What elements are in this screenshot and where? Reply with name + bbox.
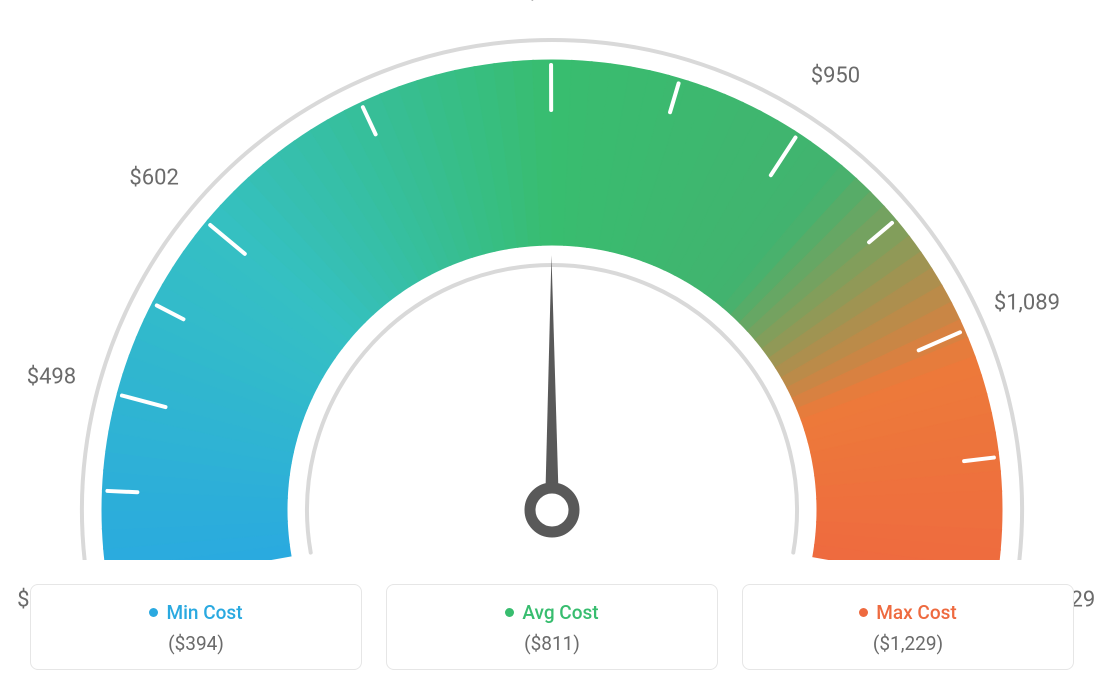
- legend-card-min: Min Cost ($394): [30, 584, 362, 670]
- legend-title-label: Max Cost: [876, 601, 956, 624]
- gauge-tick-label: $602: [129, 166, 178, 191]
- gauge-svg: [0, 0, 1104, 560]
- legend-title-label: Avg Cost: [522, 601, 598, 624]
- gauge-chart: $394$498$602$811$950$1,089$1,229: [0, 0, 1104, 560]
- dot-icon: [505, 608, 514, 617]
- legend-title-max: Max Cost: [859, 601, 956, 624]
- legend-card-avg: Avg Cost ($811): [386, 584, 718, 670]
- legend-value-min: ($394): [41, 632, 351, 655]
- legend-row: Min Cost ($394) Avg Cost ($811) Max Cost…: [30, 584, 1074, 670]
- gauge-tick-label: $950: [811, 64, 860, 89]
- gauge-tick-label: $1,089: [994, 291, 1060, 316]
- dot-icon: [149, 608, 158, 617]
- legend-value-avg: ($811): [397, 632, 707, 655]
- gauge-tick-label: $811: [526, 0, 575, 5]
- legend-value-max: ($1,229): [753, 632, 1063, 655]
- gauge-tick-label: $498: [27, 364, 76, 389]
- legend-card-max: Max Cost ($1,229): [742, 584, 1074, 670]
- legend-title-avg: Avg Cost: [505, 601, 598, 624]
- legend-title-label: Min Cost: [166, 601, 242, 624]
- dot-icon: [859, 608, 868, 617]
- legend-title-min: Min Cost: [149, 601, 242, 624]
